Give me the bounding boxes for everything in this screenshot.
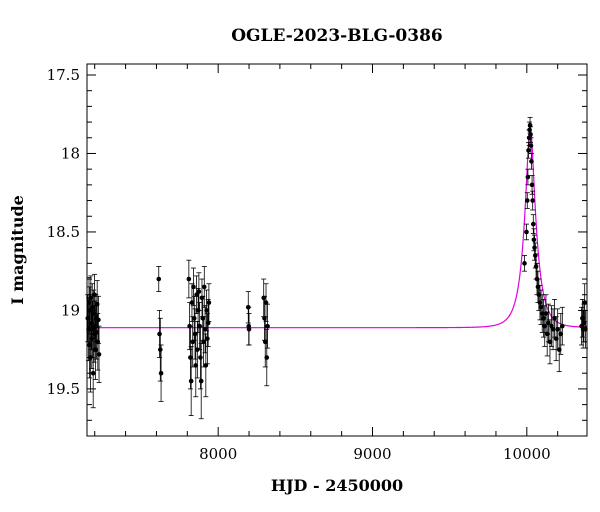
- data-point: [198, 342, 204, 420]
- data-point: [528, 153, 534, 170]
- point-marker: [206, 300, 212, 305]
- data-point: [201, 316, 207, 368]
- data-point: [525, 168, 531, 186]
- y-tick-label: 18.5: [47, 223, 80, 241]
- y-tick-label: 19.5: [47, 380, 80, 398]
- point-marker: [190, 339, 196, 345]
- data-point: [530, 214, 536, 234]
- point-marker: [532, 245, 537, 250]
- x-tick-label: 8000: [199, 445, 237, 463]
- data-point: [524, 223, 530, 241]
- data-point: [524, 192, 530, 209]
- point-marker: [528, 132, 533, 137]
- plot-frame: [86, 63, 588, 437]
- x-axis-label: HJD - 2450000: [271, 476, 403, 495]
- point-marker: [529, 182, 535, 188]
- data-point: [263, 283, 269, 322]
- point-marker: [93, 347, 98, 352]
- data-point: [205, 299, 211, 347]
- model-curve-layer: [87, 125, 588, 329]
- y-axis-label: I magnitude: [8, 195, 27, 305]
- point-marker: [96, 317, 101, 323]
- y-tick-label: 17.5: [47, 66, 80, 84]
- point-marker: [198, 355, 203, 360]
- point-marker: [582, 300, 587, 305]
- data-point: [206, 283, 212, 322]
- point-marker: [191, 315, 197, 321]
- data-point: [190, 267, 196, 307]
- point-marker: [205, 336, 210, 341]
- point-marker: [533, 264, 539, 269]
- point-marker: [203, 363, 209, 368]
- data-point: [158, 344, 164, 402]
- y-tick-label: 19: [61, 301, 80, 319]
- point-marker: [90, 370, 96, 376]
- data-point: [559, 306, 565, 346]
- data-point: [530, 190, 536, 211]
- point-marker: [156, 276, 162, 282]
- point-marker: [537, 300, 543, 305]
- point-marker: [198, 378, 204, 384]
- data-point: [201, 266, 207, 308]
- data-point: [196, 272, 202, 311]
- point-marker: [201, 284, 207, 290]
- data-point: [246, 313, 252, 346]
- point-marker: [265, 323, 270, 329]
- data-point: [186, 259, 192, 299]
- point-marker: [524, 198, 530, 203]
- data-point: [582, 283, 588, 322]
- x-tick-label: 10000: [503, 445, 551, 463]
- point-marker: [560, 323, 565, 329]
- point-marker: [527, 127, 532, 133]
- data-point: [90, 338, 96, 409]
- point-marker: [188, 355, 193, 360]
- point-marker: [264, 355, 270, 360]
- y-tick-label: 18: [61, 144, 80, 162]
- point-marker: [196, 289, 202, 294]
- point-marker: [263, 300, 269, 305]
- x-tick-label: 9000: [353, 445, 391, 463]
- point-marker: [528, 143, 534, 148]
- point-marker: [191, 284, 196, 290]
- point-marker: [527, 122, 533, 128]
- point-marker: [186, 276, 192, 282]
- data-point: [265, 303, 271, 349]
- data-point: [188, 346, 194, 416]
- point-marker: [158, 370, 164, 376]
- point-marker: [530, 221, 536, 227]
- point-marker: [157, 331, 162, 337]
- point-marker: [96, 352, 102, 357]
- data-point: [96, 325, 102, 384]
- data-point: [156, 266, 162, 292]
- model-curve: [87, 125, 588, 329]
- data-point: [264, 328, 270, 387]
- point-marker: [524, 229, 529, 235]
- point-marker: [188, 378, 194, 384]
- data-point: [522, 255, 527, 272]
- data-point: [95, 295, 101, 344]
- point-marker: [529, 159, 534, 164]
- point-marker: [531, 237, 537, 243]
- point-marker: [246, 326, 252, 332]
- axes-layer: 8000 9000 10000 17.5 18 18.5 19 19.5: [47, 64, 587, 463]
- point-marker: [205, 320, 211, 326]
- point-marker: [522, 261, 527, 266]
- data-point: [528, 126, 534, 143]
- point-marker: [525, 174, 531, 180]
- point-marker: [526, 148, 531, 153]
- chart-title: OGLE-2023-BLG-0386: [231, 26, 443, 46]
- point-marker: [158, 347, 163, 352]
- point-marker: [530, 198, 535, 203]
